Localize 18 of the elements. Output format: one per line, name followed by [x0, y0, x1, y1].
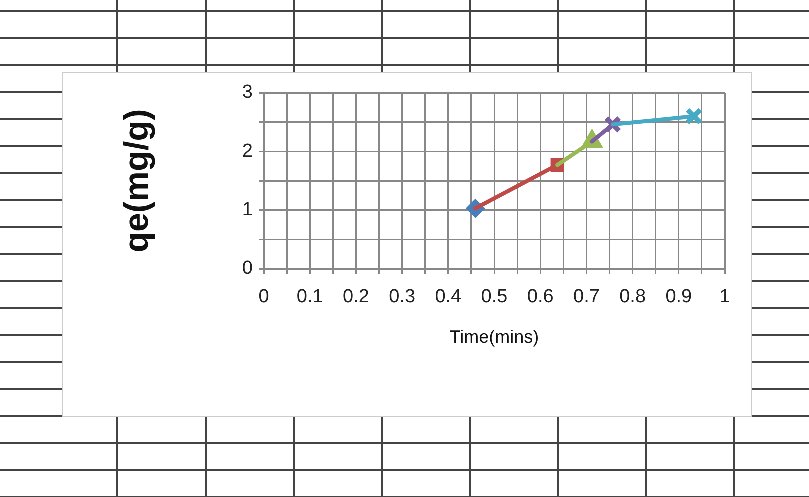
x-tick-label: 0.8 [620, 286, 646, 308]
y-axis-title: qe(mg/g) [118, 109, 156, 253]
y-tick-label: 3 [242, 82, 253, 104]
x-tick-label: 0.5 [481, 286, 508, 308]
y-tick-label: 0 [242, 258, 253, 280]
x-axis-title: Time(mins) [450, 327, 540, 348]
y-tick-label: 1 [242, 200, 253, 221]
x-tick-label: 1 [720, 286, 730, 308]
x-tick-label: 0.9 [666, 286, 692, 308]
x-tick-label: 0.6 [527, 286, 554, 308]
x-tick-label: 0.7 [573, 286, 600, 308]
point [685, 108, 703, 126]
x-tick-label: 0 [258, 286, 270, 308]
x-tick-label: 0.3 [389, 286, 416, 308]
x-tick-label: 0.4 [435, 286, 462, 308]
x-tick-label: 0.2 [342, 286, 370, 308]
x-tick-label: 0.1 [296, 286, 324, 308]
y-tick-label: 2 [242, 140, 253, 162]
